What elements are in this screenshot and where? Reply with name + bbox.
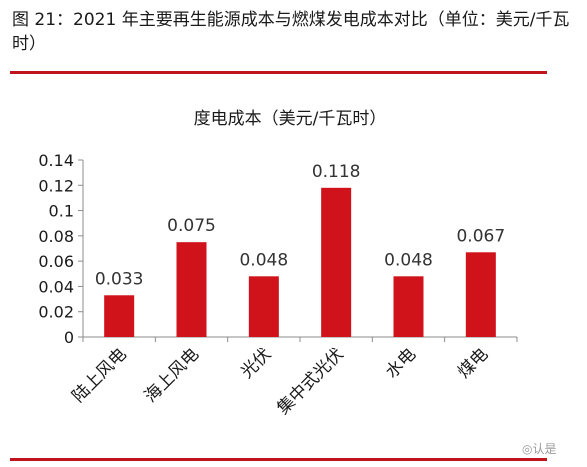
bar [104,295,135,337]
x-category-label: 集中式光伏 [273,344,347,418]
y-tick-label: 0.14 [38,151,74,170]
bar-value-label: 0.118 [312,162,361,182]
bottom-rule [10,458,547,461]
x-category-label: 煤电 [454,344,492,382]
bar-value-label: 0.033 [95,269,144,289]
y-tick-label: 0.08 [38,227,74,246]
bar [393,276,424,337]
y-tick-label: 0.1 [49,202,74,221]
bar [176,242,207,337]
y-tick-label: 0.12 [38,176,74,195]
bar-value-label: 0.067 [456,226,505,246]
y-tick-label: 0 [64,328,74,347]
title-rule [10,71,547,74]
bar-value-label: 0.048 [384,250,433,270]
y-tick-label: 0.06 [38,252,74,271]
watermark: ◎认是 [522,442,557,456]
bar [465,252,496,337]
bar [321,187,352,337]
x-category-label: 海上风电 [141,344,203,406]
figure-title: 图 21：2021 年主要再生能源成本与燃煤发电成本对比（单位：美元/千瓦时） [12,10,570,54]
x-category-label: 陆上风电 [68,344,130,406]
x-category-label: 水电 [382,344,420,382]
y-tick-label: 0.02 [38,303,74,322]
bar-value-label: 0.048 [239,250,288,270]
chart-title: 度电成本（美元/千瓦时） [194,109,387,129]
bar-value-label: 0.075 [167,216,216,236]
bar [248,276,279,337]
x-category-label: 光伏 [237,344,275,382]
y-tick-label: 0.04 [38,277,74,296]
